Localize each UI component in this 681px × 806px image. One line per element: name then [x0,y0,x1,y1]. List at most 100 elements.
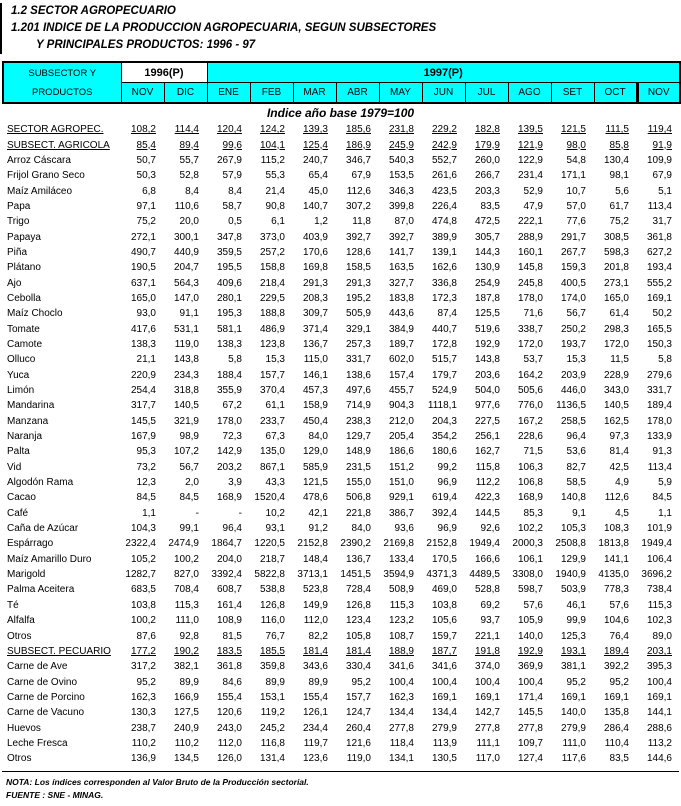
cell-value: 343,6 [302,661,328,673]
cell-value: 54,8 [566,154,586,166]
cell-value: 50,7 [136,154,156,166]
cell-value: 158,5 [345,262,371,274]
cell-value: 100,4 [646,676,672,688]
cell-value: 81,4 [609,446,629,458]
cell-value: 1940,9 [555,569,586,581]
cell-value: 89,4 [179,139,199,151]
cell-value: 5,8 [228,354,242,366]
cell-value: 108,3 [603,523,629,535]
cell-value: 330,4 [345,661,371,673]
cell-value: - [238,507,242,519]
cell-value: 115,8 [475,461,500,473]
cell-value: 392,2 [603,661,629,673]
cell-value: 1,2 [314,216,328,228]
cell-value: 144,5 [474,507,500,519]
cell-value: 361,8 [646,231,672,243]
cell-value: 67,9 [351,170,371,182]
cell-value: 267,9 [216,154,242,166]
cell-value: 134,5 [173,753,199,765]
row-label: Carne de Vacuno [7,707,85,719]
cell-value: 145,5 [130,415,156,427]
month-header: OCT [593,82,638,104]
cell-value: 208,3 [302,292,328,304]
cell-value: 162,3 [130,691,156,703]
cell-value: 238,3 [345,415,371,427]
cell-value: 71,6 [523,308,543,320]
cell-value: 231,8 [388,124,414,136]
row-label: SUBSECT. PECUARIO [7,645,111,657]
cell-value: 95,2 [609,676,629,688]
cell-value: 113,2 [647,737,672,749]
cell-value: 123,4 [345,615,371,627]
table-row: Carne de Ovino 95,2 89,9 84,6 89,9 89,9 95,2 10… [2,674,679,689]
cell-value: 111,0 [562,737,586,749]
table-row: Tomate 417,6 531,1 581,1 486,9 371,4 329,1 384,… [2,321,679,336]
cell-value: 167,9 [130,431,156,443]
cell-value: 157,4 [388,369,414,381]
cell-value: 245,9 [388,139,414,151]
cell-value: 105,6 [431,615,457,627]
cell-value: 159,3 [560,262,586,274]
cell-value: 121,9 [517,139,543,151]
cell-value: 260,4 [345,722,371,734]
cell-value: 57,9 [222,170,242,182]
cell-value: 257,2 [259,246,285,258]
cell-value: 76,7 [265,630,285,642]
cell-value: 124,2 [259,124,285,136]
cell-value: 85,4 [136,139,156,151]
cell-value: 392,7 [345,231,371,243]
cell-value: 93,6 [394,523,414,535]
cell-value: 222,1 [517,216,543,228]
cell-value: 190,2 [173,645,199,657]
cell-value: 99,6 [222,139,242,151]
cell-value: 125,3 [560,630,586,642]
cell-value: 298,3 [603,323,629,335]
cell-value: 598,3 [603,246,629,258]
cell-value: 505,9 [345,308,371,320]
cell-value: 384,9 [388,323,414,335]
year-header-1996: 1996(P) [120,61,208,83]
cell-value: 89,0 [652,630,672,642]
table-row: Manzana 145,5 321,9 178,0 233,7 450,4 238,3 212… [2,414,679,429]
cell-value: 89,9 [265,676,285,688]
data-table: SECTOR AGROPEC. 108,2 114,4 120,4 124,2 139,3… [2,122,679,766]
cell-value: 134,1 [388,753,414,765]
cell-value: 417,6 [130,323,156,335]
cell-value: 169,1 [646,292,672,304]
month-header: MAY [378,82,423,104]
cell-value: 185,6 [345,124,371,136]
cell-value: 440,9 [173,246,199,258]
cell-value: 267,7 [560,246,586,258]
cell-value: 95,3 [136,446,156,458]
row-label: Carne de Porcino [7,691,85,703]
cell-value: 181,4 [345,645,371,657]
cell-value: 113,4 [647,461,672,473]
cell-value: 486,9 [259,323,285,335]
cell-value: 102,2 [517,523,543,535]
cell-value: 82,2 [308,630,328,642]
cell-value: 170,5 [431,553,457,565]
table-row: Otros 87,6 92,8 81,5 76,7 82,2 105,8 108,7 159,7… [2,628,679,643]
cell-value: 203,9 [560,369,586,381]
cell-value: 126,8 [345,599,371,611]
month-header: JUL [464,82,509,104]
cell-value: 92,6 [480,523,500,535]
table-row: Naranja 167,9 98,9 72,3 67,3 84,0 129,7 205,4 35… [2,429,679,444]
month-header: FEB [249,82,294,104]
cell-value: 148,9 [345,446,371,458]
cell-value: 11,5 [610,354,629,366]
cell-value: 58,7 [222,200,242,212]
cell-value: 136,7 [302,338,328,350]
cell-value: 46,1 [566,599,586,611]
cell-value: 2000,3 [512,538,543,550]
cell-value: 172,0 [603,338,629,350]
cell-value: 382,1 [173,661,199,673]
cell-value: 121,6 [345,737,371,749]
cell-value: 112,0 [303,615,328,627]
cell-value: 115,3 [174,599,199,611]
cell-value: 1864,7 [211,538,242,550]
cell-value: 503,9 [560,584,586,596]
cell-value: 440,7 [431,323,457,335]
cell-value: 135,0 [259,446,285,458]
cell-value: 123,2 [388,615,414,627]
